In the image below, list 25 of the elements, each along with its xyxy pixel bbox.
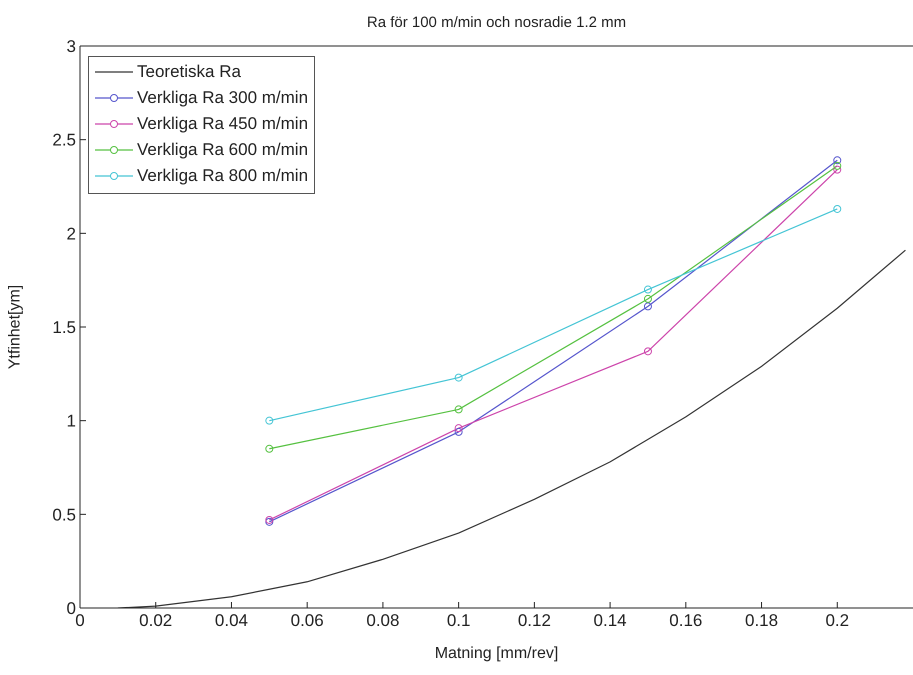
x-axis-title: Matning [mm/rev] (434, 645, 558, 662)
x-tick-label: 0.04 (214, 611, 248, 630)
x-tick-label: 0.16 (669, 611, 702, 630)
x-tick-label: 0.1 (446, 611, 470, 630)
y-axis-title: Ytfinhet[ym] (6, 284, 24, 370)
y-tick-label: 0 (66, 599, 76, 618)
y-tick-label: 0.5 (52, 505, 76, 524)
legend-label: Verkliga Ra 800 m/min (137, 166, 308, 186)
x-tick-label: 0.2 (825, 611, 850, 630)
legend-label: Verkliga Ra 450 m/min (137, 114, 308, 134)
x-tick-label: 0.06 (290, 611, 324, 630)
y-tick-label: 2.5 (52, 130, 76, 150)
x-tick-label: 0.02 (139, 611, 172, 630)
x-tick-label: 0.08 (366, 611, 400, 630)
y-tick-label: 1.5 (52, 318, 76, 338)
y-tick-label: 1 (66, 412, 76, 431)
x-tick-label: 0.18 (745, 611, 778, 630)
y-tick-label: 3 (66, 37, 76, 56)
chart-title: Ra för 100 m/min och nosradie 1.2 mm (366, 14, 628, 31)
y-tick-label: 2 (66, 224, 76, 244)
x-tick-label: 0.14 (594, 611, 627, 630)
x-tick-label: 0.12 (518, 611, 551, 630)
legend-label: Verkliga Ra 300 m/min (137, 88, 308, 108)
legend-label: Teoretiska Ra (137, 62, 241, 82)
legend-label: Verkliga Ra 600 m/min (137, 140, 308, 160)
